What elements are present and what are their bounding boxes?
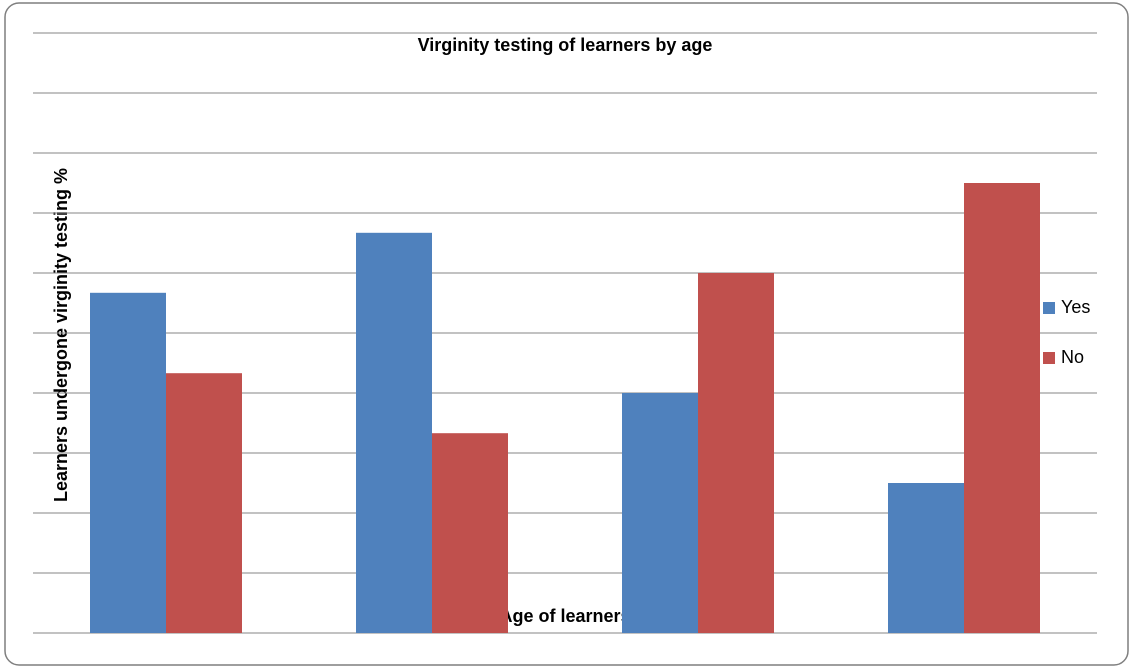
legend-swatch — [1043, 302, 1055, 314]
bar — [356, 232, 432, 634]
legend-swatch — [1043, 352, 1055, 364]
legend-label: Yes — [1061, 297, 1090, 317]
bar — [964, 183, 1040, 633]
bar — [90, 292, 166, 633]
bar — [432, 433, 508, 633]
x-axis-label: Age of learners — [499, 606, 630, 626]
bar — [888, 483, 964, 633]
bar — [166, 373, 242, 633]
chart-frame — [4, 2, 1129, 666]
bar — [698, 273, 774, 633]
legend-label: No — [1061, 347, 1084, 367]
chart-title: Virginity testing of learners by age — [418, 35, 713, 55]
bar — [622, 393, 698, 633]
y-axis-label: Learners undergone virginity testing % — [51, 168, 71, 502]
